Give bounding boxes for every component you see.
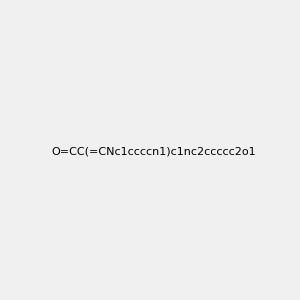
Text: O=CC(=CNc1ccccn1)c1nc2ccccc2o1: O=CC(=CNc1ccccn1)c1nc2ccccc2o1 bbox=[51, 146, 256, 157]
